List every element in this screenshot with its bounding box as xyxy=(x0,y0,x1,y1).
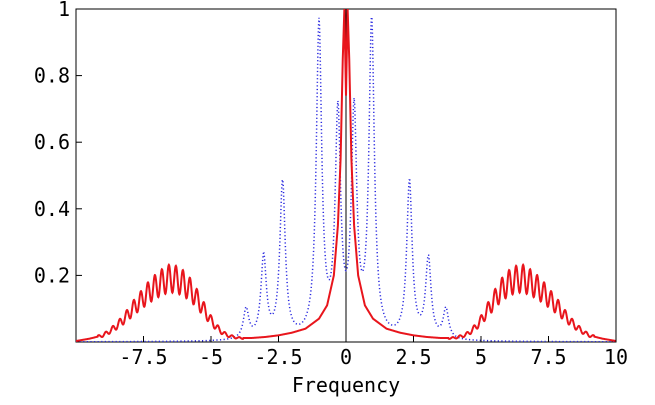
x-tick-label: 5 xyxy=(475,345,487,369)
x-tick-label: -2.5 xyxy=(254,345,302,369)
series-dotted xyxy=(76,15,616,342)
x-tick-label: -7.5 xyxy=(119,345,167,369)
series-layer xyxy=(76,9,616,342)
y-tick-label: 0.8 xyxy=(34,64,70,88)
x-axis-title: Frequency xyxy=(292,373,400,397)
x-tick-label: -5 xyxy=(199,345,223,369)
series-solid xyxy=(76,9,616,342)
y-tick-label: 0.6 xyxy=(34,130,70,154)
x-tick-label: 0 xyxy=(340,345,352,369)
x-tick-label: 2.5 xyxy=(395,345,431,369)
tick-layer: -7.5 -5 -2.5 0 2.5 5 7.5 10 0.2 0.4 0.6 0.8 1 xyxy=(34,0,628,369)
y-tick-label: 0.2 xyxy=(34,263,70,287)
x-tick-label: 10 xyxy=(604,345,628,369)
x-tick-label: 7.5 xyxy=(530,345,566,369)
y-tick-label: 0.4 xyxy=(34,197,70,221)
y-tick-label: 1 xyxy=(58,0,70,21)
